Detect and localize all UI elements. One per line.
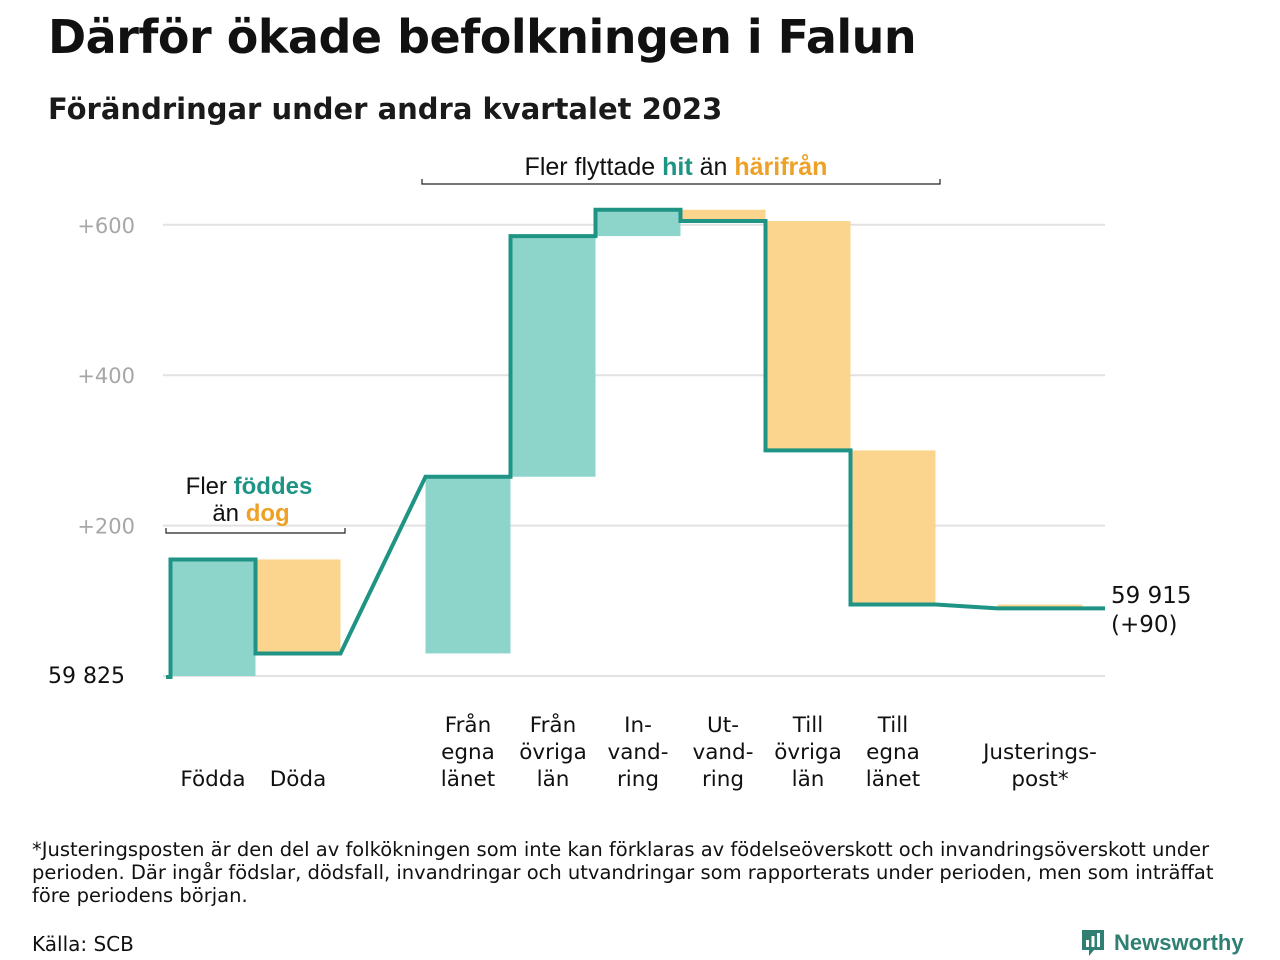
migration-annotation-highlight: härifrån bbox=[734, 153, 827, 181]
y-tick-label: +400 bbox=[77, 364, 135, 388]
migration-annotation-plain: Fler flyttade bbox=[525, 153, 663, 181]
births-annotation-plain: Fler bbox=[186, 473, 234, 500]
bars bbox=[170, 209, 1083, 676]
x-tick-label: egna bbox=[441, 740, 495, 765]
migration-bracket bbox=[421, 179, 941, 185]
x-tick-label: Från bbox=[530, 712, 576, 738]
bar bbox=[425, 476, 511, 654]
bar bbox=[680, 209, 766, 222]
step-line bbox=[166, 207, 1105, 679]
x-tick-label: Ut- bbox=[707, 713, 739, 738]
bar bbox=[170, 559, 256, 676]
chart-title: Därför ökade befolkningen i Falun bbox=[48, 10, 917, 64]
x-tick-label: Födda bbox=[180, 767, 245, 792]
end-value-label: 59 915 bbox=[1111, 583, 1191, 609]
births-annotation-plain: än bbox=[212, 500, 245, 527]
x-tick-label: egna bbox=[866, 740, 920, 765]
end-labels: 59 915 (+90) bbox=[1111, 583, 1191, 638]
x-tick-label: post* bbox=[1011, 767, 1068, 792]
baseline-value-label: 59 825 bbox=[48, 664, 125, 689]
x-tick-label: län bbox=[792, 767, 825, 792]
brand-logo[interactable]: Newsworthy bbox=[1080, 928, 1244, 958]
births-bracket bbox=[165, 528, 346, 534]
migration-annotation-highlight: hit bbox=[662, 153, 693, 181]
bar bbox=[595, 209, 681, 237]
footnote: *Justeringsposten är den del av folkökni… bbox=[32, 838, 1214, 907]
x-tick-label: ring bbox=[702, 767, 744, 792]
newsworthy-chart-icon bbox=[1082, 930, 1104, 956]
source-label: Källa: SCB bbox=[32, 932, 134, 956]
migration-annotation-plain: än bbox=[693, 153, 735, 181]
x-tick-label: vand- bbox=[693, 740, 754, 765]
x-tick-label: vand- bbox=[608, 740, 669, 765]
x-tick-label: Från bbox=[445, 712, 491, 738]
y-tick-label: +600 bbox=[77, 214, 135, 238]
x-tick-label: Justerings- bbox=[981, 740, 1097, 765]
x-tick-label: In- bbox=[624, 713, 652, 738]
x-tick-label: övriga bbox=[774, 740, 842, 765]
x-tick-label: Till bbox=[877, 713, 908, 738]
x-tick-label: övriga bbox=[519, 740, 587, 765]
series-step-line bbox=[166, 207, 1105, 679]
y-tick-labels: +200 +400 +600 59 825 bbox=[48, 214, 135, 689]
births-annotation-highlight: dog bbox=[246, 500, 290, 527]
bar bbox=[765, 221, 851, 451]
brand-name: Newsworthy bbox=[1114, 930, 1244, 955]
births-annotation-line1: Fler föddes bbox=[186, 473, 313, 500]
x-tick-label: Döda bbox=[270, 767, 327, 792]
births-annotation-highlight: föddes bbox=[234, 473, 313, 500]
end-change-label: (+90) bbox=[1111, 612, 1177, 638]
births-annotation-line2: än dog bbox=[212, 500, 289, 527]
migration-annotation: Fler flyttade hit än härifrån bbox=[525, 153, 828, 181]
x-tick-label: län bbox=[537, 767, 570, 792]
x-tick-label: ring bbox=[617, 767, 659, 792]
bar bbox=[510, 236, 596, 477]
y-tick-label: +200 bbox=[77, 515, 135, 539]
bar bbox=[255, 559, 341, 654]
x-tick-label: Till bbox=[792, 713, 823, 738]
x-tick-label: länet bbox=[441, 767, 495, 792]
x-tick-label: länet bbox=[866, 767, 920, 792]
x-tick-labels: Födda DödaFrånegnalänetFrånövrigalänIn-va… bbox=[180, 712, 1097, 792]
chart-subtitle: Förändringar under andra kvartalet 2023 bbox=[48, 92, 723, 126]
bar bbox=[850, 450, 936, 605]
